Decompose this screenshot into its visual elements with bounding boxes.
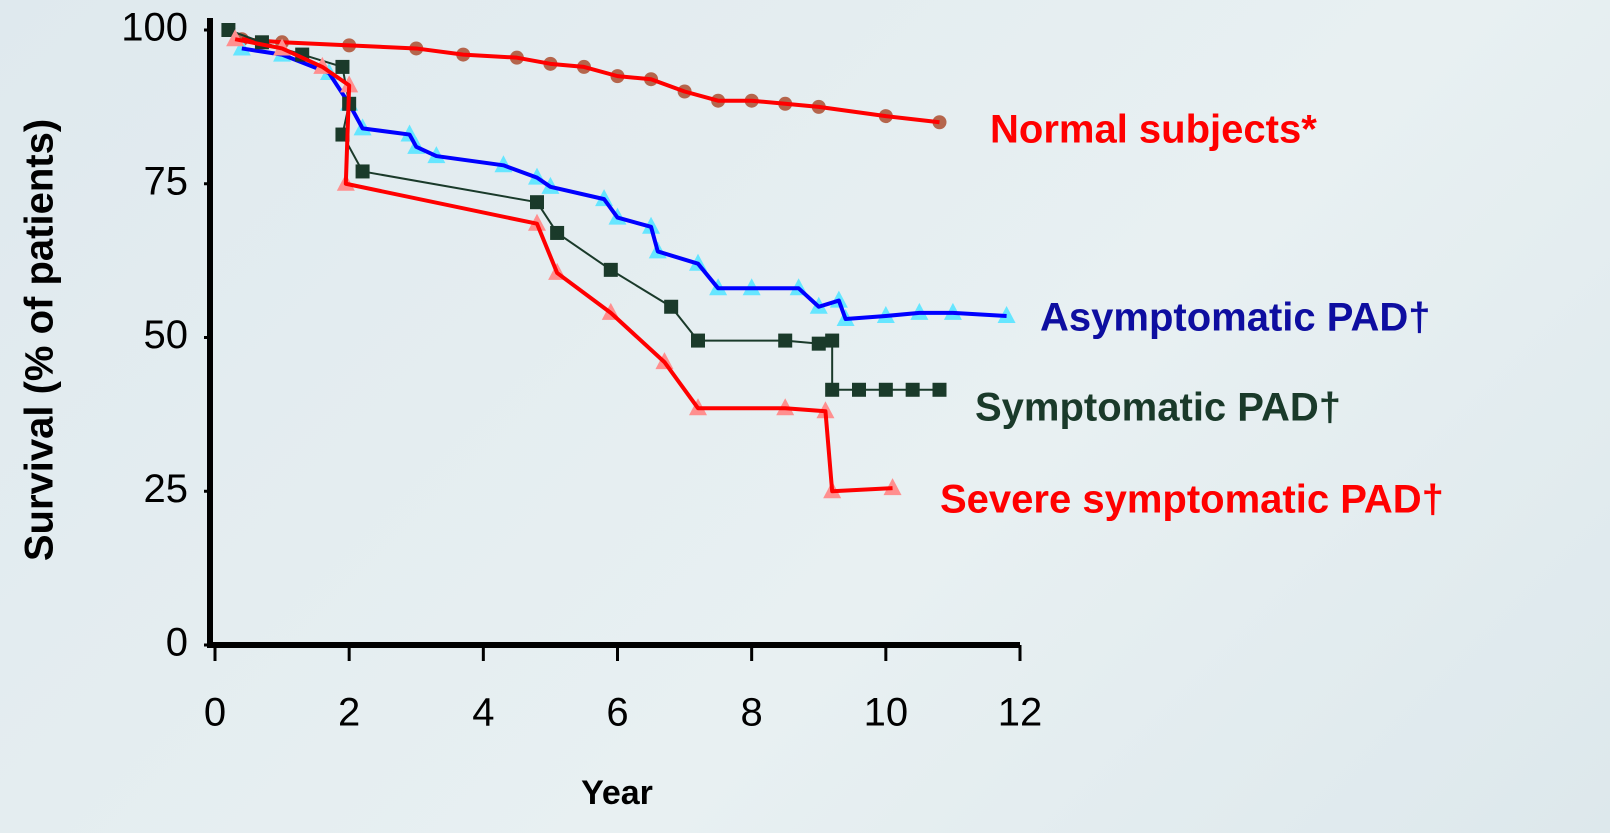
y-axis-title: Survival (% of patients) xyxy=(18,119,62,561)
x-tick-label: 0 xyxy=(204,691,226,735)
series-line xyxy=(235,39,892,491)
y-tick-label: 75 xyxy=(144,159,189,203)
x-tick-label: 6 xyxy=(606,691,628,735)
x-tick-label: 4 xyxy=(472,691,494,735)
x-tick-label: 10 xyxy=(864,691,909,735)
series-label: Asymptomatic PAD† xyxy=(1040,296,1430,340)
y-tick-label: 50 xyxy=(144,313,189,357)
series-label: Symptomatic PAD† xyxy=(975,386,1341,430)
x-tick-label: 8 xyxy=(741,691,763,735)
x-tick-label: 2 xyxy=(338,691,360,735)
chart: Survival (% of patients) Year 0255075100… xyxy=(0,0,1610,833)
y-tick-label: 100 xyxy=(121,6,188,50)
x-tick-label: 12 xyxy=(998,691,1043,735)
series-label: Severe symptomatic PAD† xyxy=(940,478,1444,522)
x-axis-title: Year xyxy=(581,774,653,812)
series-label: Normal subjects* xyxy=(990,108,1317,152)
y-tick-label: 0 xyxy=(166,621,188,665)
y-tick-label: 25 xyxy=(144,467,189,511)
